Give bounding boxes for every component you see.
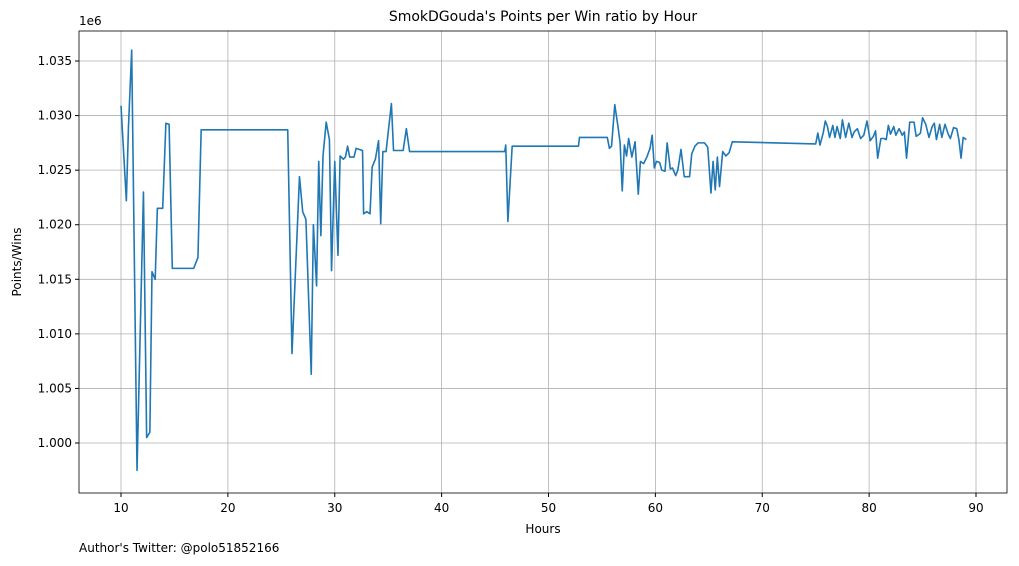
y-tick-label: 1.030 bbox=[38, 109, 72, 123]
chart-title: SmokDGouda's Points per Win ratio by Hou… bbox=[389, 9, 698, 25]
footer: Author's Twitter: @polo51852166 bbox=[79, 541, 279, 555]
y-tick-label: 1.000 bbox=[38, 436, 72, 450]
x-tick-label: 30 bbox=[327, 501, 342, 515]
y-tick-label: 1.005 bbox=[38, 381, 72, 395]
y-tick-label: 1.015 bbox=[38, 272, 72, 286]
x-tick-label: 80 bbox=[861, 501, 876, 515]
x-tick-label: 50 bbox=[541, 501, 556, 515]
x-tick-label: 60 bbox=[648, 501, 663, 515]
y-tick-label: 1.010 bbox=[38, 327, 72, 341]
y-tick-label: 1.035 bbox=[38, 54, 72, 68]
y-tick-label: 1.025 bbox=[38, 163, 72, 177]
y-axis-label: Points/Wins bbox=[10, 228, 24, 297]
x-tick-label: 90 bbox=[968, 501, 983, 515]
data-line bbox=[120, 49, 967, 472]
plot-frame bbox=[78, 30, 1008, 494]
x-tick-label: 70 bbox=[755, 501, 770, 515]
y-tick-label: 1.020 bbox=[38, 218, 72, 232]
y-offset-label: 1e6 bbox=[79, 14, 102, 28]
x-tick-label: 10 bbox=[113, 501, 128, 515]
x-tick-label: 20 bbox=[220, 501, 235, 515]
x-tick-label: 40 bbox=[434, 501, 449, 515]
x-axis-label: Hours bbox=[525, 522, 560, 536]
